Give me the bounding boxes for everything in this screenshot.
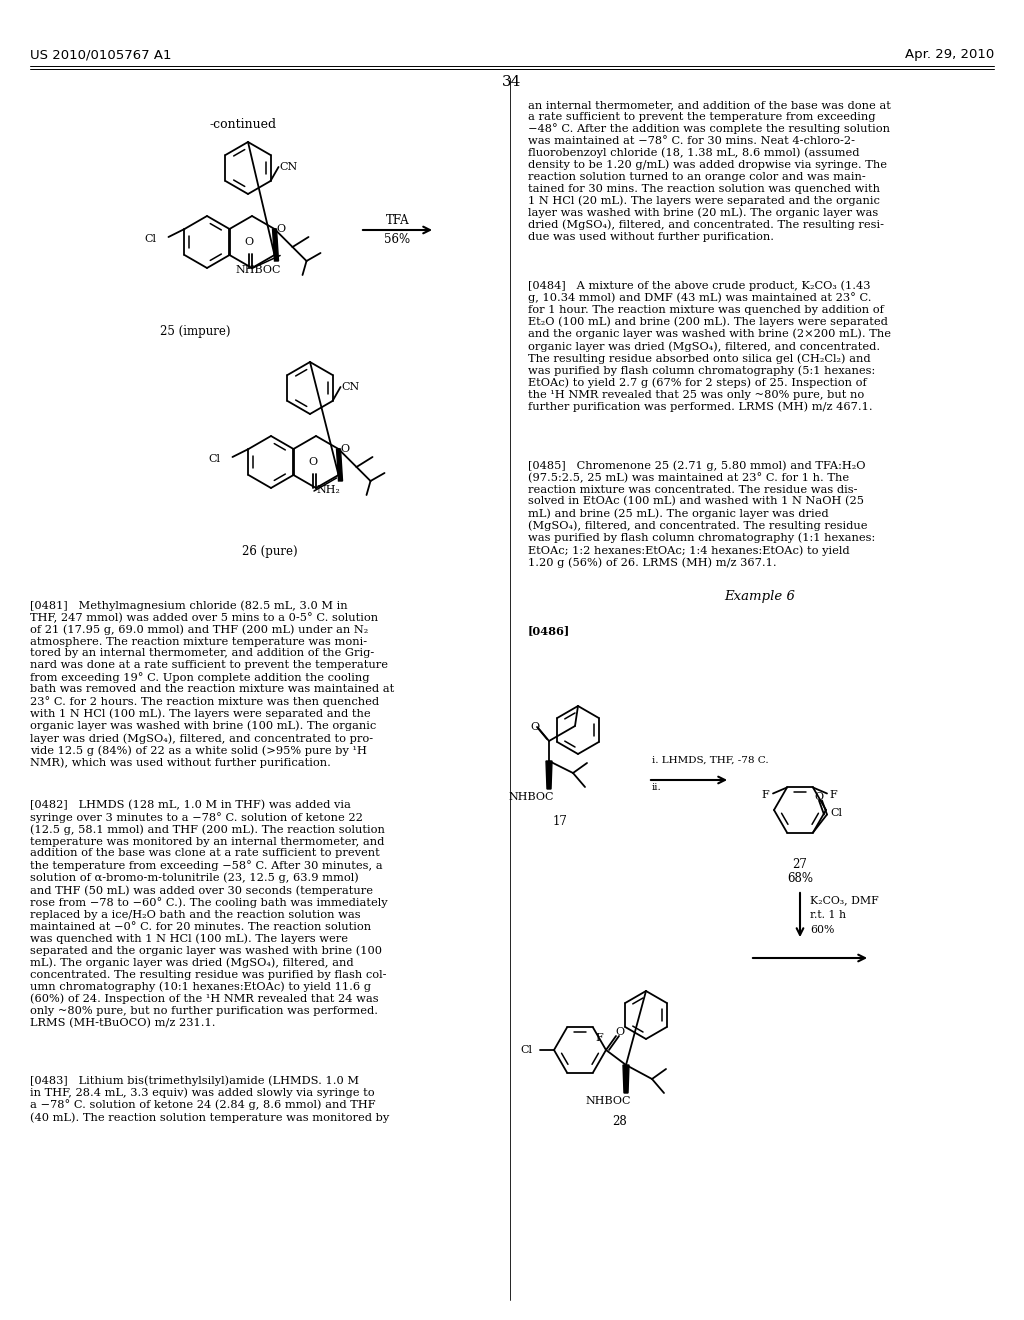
Text: O: O [615, 1027, 625, 1038]
Text: Apr. 29, 2010: Apr. 29, 2010 [905, 48, 994, 61]
Text: [0482]   LHMDS (128 mL, 1.0 M in THF) was added via
syringe over 3 minutes to a : [0482] LHMDS (128 mL, 1.0 M in THF) was … [30, 800, 388, 1028]
Text: F: F [829, 791, 837, 800]
Text: 28: 28 [612, 1115, 628, 1129]
Text: F: F [595, 1034, 603, 1044]
Text: [0484]   A mixture of the above crude product, K₂CO₃ (1.43
g, 10.34 mmol) and DM: [0484] A mixture of the above crude prod… [528, 280, 891, 412]
Polygon shape [337, 449, 342, 480]
Text: 60%: 60% [810, 925, 835, 935]
Text: O: O [276, 224, 286, 234]
Text: US 2010/0105767 A1: US 2010/0105767 A1 [30, 48, 171, 61]
Text: [0485]   Chromenone 25 (2.71 g, 5.80 mmol) and TFA:H₂O
(97.5:2.5, 25 mL) was mai: [0485] Chromenone 25 (2.71 g, 5.80 mmol)… [528, 459, 876, 568]
Text: Cl: Cl [830, 808, 842, 817]
Text: Example 6: Example 6 [725, 590, 796, 603]
Text: 34: 34 [503, 75, 521, 88]
Text: an internal thermometer, and addition of the base was done at
a rate sufficient : an internal thermometer, and addition of… [528, 100, 891, 242]
Polygon shape [546, 762, 552, 789]
Text: [0481]   Methylmagnesium chloride (82.5 mL, 3.0 M in
THF, 247 mmol) was added ov: [0481] Methylmagnesium chloride (82.5 mL… [30, 601, 394, 768]
Text: r.t. 1 h: r.t. 1 h [810, 909, 846, 920]
Text: Cl: Cl [144, 234, 157, 244]
Text: 27: 27 [793, 858, 808, 871]
Polygon shape [272, 228, 279, 261]
Text: i. LHMDS, THF, -78 C.: i. LHMDS, THF, -78 C. [652, 756, 769, 766]
Text: -continued: -continued [210, 117, 276, 131]
Text: NHBOC: NHBOC [236, 265, 282, 275]
Text: O: O [341, 444, 349, 454]
Text: [0483]   Lithium bis(trimethylsilyl)amide (LHMDS. 1.0 M
in THF, 28.4 mL, 3.3 equ: [0483] Lithium bis(trimethylsilyl)amide … [30, 1074, 389, 1123]
Text: F: F [761, 791, 769, 800]
Text: O: O [308, 457, 317, 467]
Text: 25 (impure): 25 (impure) [160, 325, 230, 338]
Text: O: O [814, 792, 823, 801]
Text: 26 (pure): 26 (pure) [243, 545, 298, 558]
Text: NHBOC: NHBOC [586, 1096, 631, 1106]
Text: NH₂: NH₂ [316, 484, 340, 495]
Text: 68%: 68% [787, 873, 813, 884]
Text: Cl: Cl [520, 1045, 532, 1055]
Text: NHBOC: NHBOC [508, 792, 554, 803]
Text: CN: CN [342, 381, 359, 392]
Text: K₂CO₃, DMF: K₂CO₃, DMF [810, 895, 879, 906]
Text: 56%: 56% [384, 234, 411, 246]
Text: 17: 17 [553, 814, 567, 828]
Text: ii.: ii. [652, 783, 662, 792]
Text: Cl: Cl [209, 454, 220, 465]
Text: O: O [530, 722, 540, 733]
Text: TFA: TFA [386, 214, 410, 227]
Text: [0486]: [0486] [528, 624, 570, 636]
Polygon shape [623, 1065, 629, 1093]
Text: O: O [245, 238, 254, 247]
Text: CN: CN [280, 162, 298, 172]
